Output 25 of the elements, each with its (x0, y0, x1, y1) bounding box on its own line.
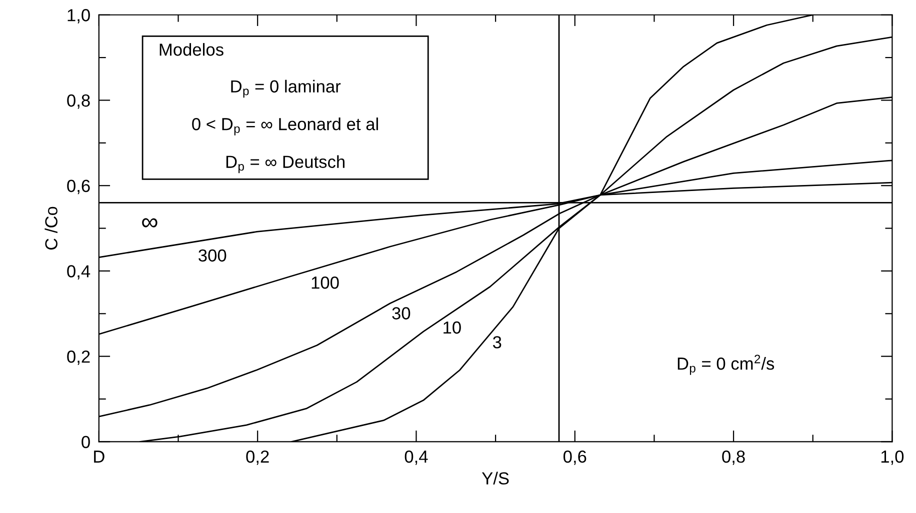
legend-label: ∞ (142, 218, 158, 228)
series-label: 30 (392, 307, 410, 320)
x-tick-label: 0,2 (246, 450, 269, 465)
annotation: 0 < D$_{p}$ = ∞ Leonard et al (192, 118, 378, 136)
y-axis-title: C /Co (44, 206, 58, 250)
y-tick-label: 0,4 (67, 265, 90, 280)
x-tick-label: 0,8 (722, 450, 745, 465)
x-tick-label: D (94, 450, 104, 463)
annotation: D$_{p}$ = 0 laminar (231, 80, 341, 98)
series-label: 100 (312, 276, 339, 289)
y-tick-label: 0,8 (67, 94, 90, 109)
x-axis-title: Y/S (482, 472, 509, 485)
x-tick-label: 1,0 (881, 450, 904, 465)
y-tick-label: 1,0 (68, 9, 90, 24)
x-tick-label: 0,4 (404, 450, 428, 465)
series-label: 10 (444, 321, 461, 334)
annotation: D$_{p}$ = ∞ Deutsch (226, 155, 344, 174)
y-tick-label: 0 (82, 436, 90, 448)
y-tick-label: 0,2 (67, 350, 90, 365)
series-label: 3 (492, 336, 502, 348)
x-tick-label: 0,6 (563, 450, 586, 465)
y-tick-label: 0,6 (67, 180, 90, 194)
annotation: D$_{p}$ = 0 cm$^{2}$/s (678, 354, 774, 375)
series-label: 300 (198, 249, 226, 262)
annotation: Modelos (160, 43, 224, 56)
